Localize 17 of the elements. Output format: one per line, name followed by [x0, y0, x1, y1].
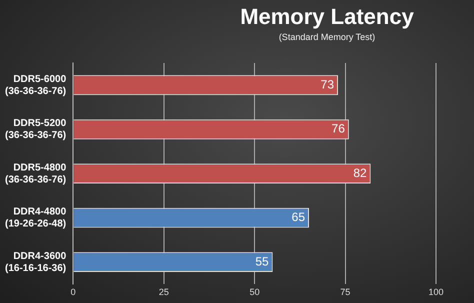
chart-title: Memory Latency	[239, 4, 415, 30]
data-label: 65	[292, 210, 306, 224]
data-label: 73	[320, 77, 334, 92]
y-tick-label: DDR5-4800 (36-36-36-76)	[4, 162, 67, 186]
data-label: 76	[332, 122, 346, 136]
data-label: 55	[255, 254, 270, 268]
x-tick-label: 75	[340, 287, 350, 298]
y-tick-label: DDR4-4800 (19-26-26-48)	[4, 206, 67, 230]
chart-subtitle: (Standard Memory Test)	[278, 32, 376, 42]
data-label: 82	[353, 166, 367, 180]
x-tick-label: 100	[428, 287, 444, 298]
y-tick-label: DDR4-3600 (16-16-16-36)	[4, 250, 67, 274]
y-tick-label: DDR5-5200 (36-36-36-76)	[4, 118, 67, 142]
x-tick-label: 0	[70, 287, 76, 298]
x-tick-label: 50	[250, 287, 260, 298]
y-tick-label: DDR5-6000 (36-36-36-76)	[4, 74, 67, 97]
x-tick-label: 25	[158, 287, 169, 298]
